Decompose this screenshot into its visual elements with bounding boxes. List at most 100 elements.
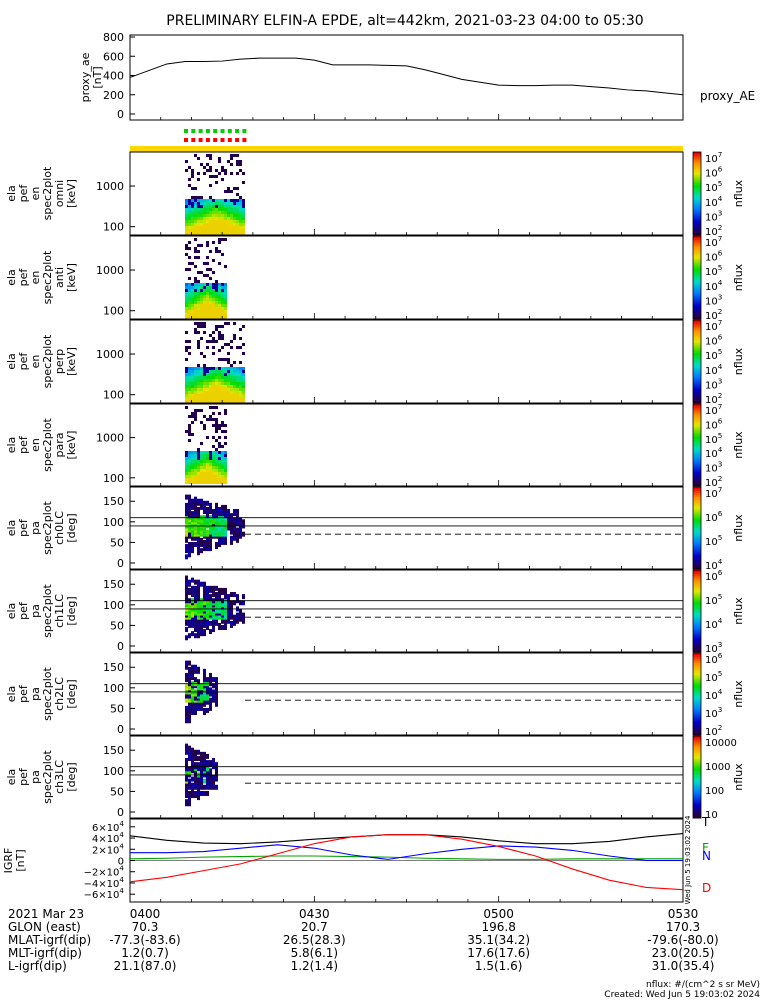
spectrogram-cell: [242, 397, 245, 400]
spectrogram-cell: [206, 436, 209, 439]
spectrogram-cell: [191, 391, 194, 394]
spectrogram-cell: [227, 382, 230, 385]
spectrogram-cell: [236, 160, 239, 163]
colorbar-segment: [693, 513, 701, 517]
spectrogram-cell: [224, 220, 227, 223]
spectrogram-cell: [197, 376, 200, 379]
spectrogram-cell: [185, 253, 188, 256]
colorbar-tick-label: 107: [705, 318, 722, 333]
colorbar-segment: [693, 473, 701, 477]
colorbar-segment: [693, 310, 701, 314]
spectrogram-cell: [236, 513, 239, 519]
spectrogram-cell: [233, 385, 236, 388]
spectrogram-cell: [209, 196, 212, 199]
spectrogram-cell: [239, 370, 242, 373]
colorbar-segment: [693, 801, 701, 805]
spectrogram-cell: [197, 457, 200, 460]
spectrogram-cell: [188, 424, 191, 427]
panel-ylabel-line: [keV]: [65, 347, 78, 376]
spectrogram-cell: [188, 313, 191, 316]
spectrogram-cell: [224, 310, 227, 313]
spectrogram-cell: [212, 451, 215, 454]
spectrogram-cell: [194, 283, 197, 286]
panel-ylabel-line: [keV]: [65, 431, 78, 460]
colorbar-segment: [693, 718, 701, 722]
y-tick-label: 100: [103, 516, 124, 529]
colorbar-segment: [693, 617, 701, 620]
igrf-legend-D: D: [702, 881, 711, 895]
spectrogram-cell: [212, 226, 215, 229]
colorbar-segment: [693, 671, 701, 674]
spectrogram-cell: [185, 481, 188, 484]
spectrogram-cell: [239, 202, 242, 205]
spectrogram-cell: [194, 475, 197, 478]
spectrogram-cell: [218, 391, 221, 394]
spectrogram-cell: [191, 463, 194, 466]
spectrogram-cell: [188, 472, 191, 475]
spectrogram-cell: [185, 466, 188, 469]
colorbar-segment: [693, 359, 701, 362]
spectrogram-cell: [197, 587, 200, 593]
status-bar: [130, 146, 683, 152]
spectrogram-cell: [200, 367, 203, 370]
spectrogram-cell: [242, 382, 245, 385]
spectrogram-cell: [200, 298, 203, 301]
colorbar-frame: [692, 652, 702, 736]
spectrogram-cell: [185, 635, 188, 641]
spectrogram-cell: [206, 154, 209, 157]
spectrogram-cell: [224, 397, 227, 400]
colorbar-segment: [693, 774, 701, 778]
spectrogram-cell: [185, 370, 188, 373]
spectrogram-cell: [233, 592, 236, 598]
colorbar-segment: [693, 797, 701, 801]
spectrogram-cell: [200, 457, 203, 460]
y-tick-label: 0: [117, 640, 124, 653]
spectrogram-cell: [209, 316, 212, 319]
spectrogram-cell: [203, 481, 206, 484]
spectrogram-cell: [215, 382, 218, 385]
spectrogram-cell: [188, 766, 191, 772]
spectrogram-cell: [215, 502, 218, 508]
spectrogram-cell: [194, 313, 197, 316]
spectrogram-cell: [212, 475, 215, 478]
spectrogram-cell: [188, 778, 191, 784]
spectrogram-cell: [209, 469, 212, 472]
spectrogram-cell: [194, 280, 197, 283]
colorbar-segment: [693, 546, 701, 549]
colorbar-tick-label: 104: [705, 687, 723, 702]
spectrogram-cell: [221, 466, 224, 469]
spectrogram-cell: [206, 298, 209, 301]
spectrogram-cell: [203, 325, 206, 328]
spectrogram-cell: [188, 283, 191, 286]
spectrogram-cell: [200, 478, 203, 481]
spectrogram-cell: [188, 541, 191, 547]
spectrogram-cell: [206, 169, 209, 172]
spectrogram-cell: [203, 463, 206, 466]
spectrogram-cell: [194, 394, 197, 397]
spectrogram-cell: [185, 478, 188, 481]
colorbar-segment: [693, 756, 701, 760]
spectrogram-cell: [209, 382, 212, 385]
spectrogram-cell: [215, 217, 218, 220]
colorbar-tick-label: 104: [705, 194, 723, 209]
colorbar-tick-label: 104: [705, 278, 723, 293]
spectrogram-cell: [227, 373, 230, 376]
colorbar-segment: [693, 489, 701, 492]
spectrogram-cell: [221, 238, 224, 241]
plot-title: PRELIMINARY ELFIN-A EPDE, alt=442km, 202…: [166, 13, 643, 29]
spectrogram-cell: [188, 316, 191, 319]
spectrogram-cell: [206, 478, 209, 481]
spectrogram-cell: [233, 217, 236, 220]
spectrogram-cell: [233, 614, 236, 620]
spectrogram-cell: [224, 460, 227, 463]
proxy-ae-legend: proxy_AE: [700, 89, 755, 103]
spectrogram-cell: [233, 388, 236, 391]
spectrogram-cell: [206, 400, 209, 403]
spectrogram-cell: [188, 214, 191, 217]
spectrogram-cell: [197, 367, 200, 370]
y-tick-label: 0: [117, 723, 124, 736]
colorbar-segment: [693, 218, 701, 221]
spectrogram-cell: [239, 391, 242, 394]
spectrogram-cell: [191, 592, 194, 598]
spectrogram-cell: [191, 310, 194, 313]
